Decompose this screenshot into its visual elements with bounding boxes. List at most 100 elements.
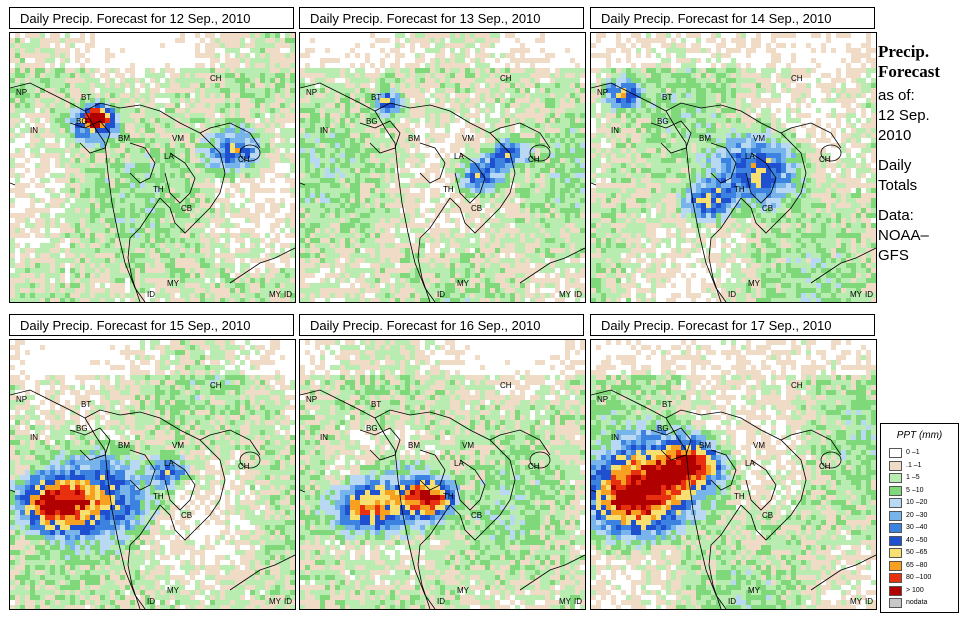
precip-map: CH NP BT IN BG BM VM LA CH TH CB MY ID MY ID [299,339,586,610]
country-label: CH [528,462,540,471]
legend-item: nodata [889,598,957,608]
border-line [10,182,16,186]
country-label: VM [462,134,474,143]
country-label: MY [457,279,470,288]
border-line [591,82,727,302]
border-line [300,182,306,186]
country-label: MY [167,279,180,288]
legend-swatch [889,485,902,496]
border-line [239,451,261,469]
border-line [374,409,516,541]
border-line [519,554,585,591]
country-label: LA [164,459,174,468]
border-line [810,247,876,284]
border-line [489,122,551,149]
legend-item: > 100 [889,585,957,596]
border-line [127,197,161,302]
caption-date-line1: 12 Sep. [878,107,930,124]
country-label: BM [699,441,711,450]
country-label: VM [172,441,184,450]
country-label: BG [366,424,378,433]
border-line [454,152,486,204]
border-line [129,142,156,184]
country-label: CB [762,204,773,213]
country-label: BT [81,400,91,409]
country-label: NP [306,88,317,97]
border-line [129,449,156,491]
country-label: TH [153,492,164,501]
border-line [417,504,451,609]
border-line [10,82,146,302]
legend-item: 1 –5 [889,473,957,483]
legend-label: 20 –30 [906,511,928,519]
country-label: CB [181,511,192,520]
country-label: BG [76,117,88,126]
border-line [650,427,692,461]
country-label: MY [748,279,761,288]
legend-item: 20 –30 [889,510,957,521]
country-label: NP [16,88,27,97]
border-line [164,152,196,204]
country-label: ID [284,290,292,299]
country-label: VM [753,441,765,450]
border-line [780,429,842,456]
border-line [650,120,692,154]
caption-daily-line2: Totals [878,177,918,194]
country-label: BG [76,424,88,433]
forecast-panel-1: Daily Precip. Forecast for 12 Sep., 2010… [9,7,296,303]
panel-title: Daily Precip. Forecast for 13 Sep., 2010 [299,7,584,29]
border-line [199,429,261,456]
border-line [300,82,436,302]
country-label: MY [850,597,863,606]
legend-label: nodata [906,599,928,606]
border-line [69,120,111,154]
country-label: VM [753,134,765,143]
country-label: ID [284,597,292,606]
legend-item: 65 –80 [889,560,957,571]
border-line [820,144,842,162]
country-label: CB [471,204,482,213]
legend-label: > 100 [906,586,924,594]
legend-label: 1 –5 [906,474,920,481]
caption-data-line3: GFS [878,247,909,264]
border-line [300,489,306,493]
country-label: ID [574,597,582,606]
country-label: IN [320,433,328,442]
legend-item: 80 –100 [889,573,957,583]
border-line [745,459,777,511]
country-label: CH [819,462,831,471]
country-label: ID [437,290,445,299]
border-line [810,554,876,591]
forecast-panel-3: Daily Precip. Forecast for 14 Sep., 2010… [590,7,877,303]
country-label: BT [662,93,672,102]
border-line [708,504,742,609]
country-label: BT [371,93,381,102]
precip-map: CH NP BT IN BG BM VM LA CH TH CB MY ID MY ID [299,32,586,303]
country-label: MY [850,290,863,299]
country-label: TH [734,492,745,501]
border-line [199,122,261,149]
legend-label: 40 –50 [906,536,928,544]
border-line [529,144,551,162]
panel-title: Daily Precip. Forecast for 14 Sep., 2010 [590,7,875,29]
border-line [239,144,261,162]
country-label: VM [172,134,184,143]
legend-item: 5 –10 [889,485,957,496]
legend-label: 50 –65 [906,549,928,556]
country-label: CH [528,155,540,164]
legend-item: 40 –50 [889,535,957,546]
legend-label: 65 –80 [906,561,928,569]
country-label: CH [210,74,222,83]
country-label: MY [167,586,180,595]
country-label: VM [462,441,474,450]
panel-title: Daily Precip. Forecast for 12 Sep., 2010 [9,7,294,29]
legend-label: 0 –1 [906,449,920,456]
country-label: MY [269,290,282,299]
border-line [665,409,807,541]
caption-title-line2: Forecast [878,62,940,81]
caption-data-line2: NOAA– [878,227,929,244]
legend-item: 50 –65 [889,548,957,558]
country-label: BM [118,134,130,143]
border-line [300,389,436,609]
